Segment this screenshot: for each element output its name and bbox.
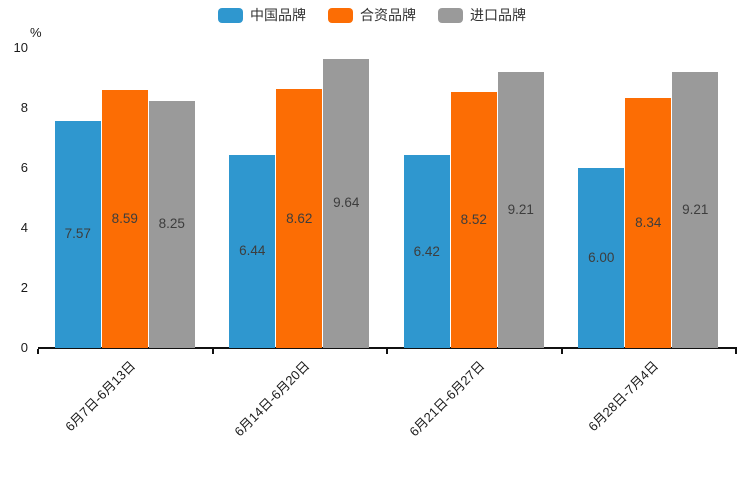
x-axis-line <box>38 347 737 349</box>
y-axis-label: 8 <box>20 100 28 115</box>
legend-label: 合资品牌 <box>360 7 416 23</box>
bar-value-label: 6.00 <box>588 250 615 265</box>
bar-series0-cat1[interactable] <box>229 154 276 348</box>
bar-value-label: 8.52 <box>460 212 487 228</box>
x-axis-label: 6月7日-6月13日 <box>61 358 138 435</box>
y-axis-label: 10 <box>13 40 28 55</box>
bar-value-label: 6.42 <box>413 243 440 259</box>
legend-label: 中国品牌 <box>250 7 306 23</box>
bar-series2-cat3[interactable] <box>672 71 719 348</box>
bar-series1-cat3[interactable] <box>625 97 672 348</box>
legend-item-2[interactable]: 进口品牌 <box>438 7 526 23</box>
bar-value-label: 7.57 <box>64 226 91 242</box>
bar-series1-cat1[interactable] <box>276 89 323 348</box>
bar-series1-cat2[interactable] <box>450 92 497 348</box>
bar-series0-cat0[interactable] <box>54 120 101 348</box>
bar-series2-cat1[interactable] <box>323 58 370 348</box>
bar-series2-cat2[interactable] <box>497 71 544 348</box>
chart-legend: 中国品牌 合资品牌 进口品牌 <box>0 7 744 23</box>
y-axis-label: 0 <box>20 340 28 355</box>
bar-value-label: 6.44 <box>239 243 266 259</box>
y-axis-label: 4 <box>20 220 28 235</box>
x-axis-tick <box>386 349 388 354</box>
bar-value-label: 8.25 <box>158 216 185 232</box>
bar-value-label: 8.59 <box>111 211 138 227</box>
x-axis-tick <box>735 349 737 354</box>
legend-swatch-icon <box>218 7 243 23</box>
bar-series1-cat0[interactable] <box>101 90 148 348</box>
legend-swatch-icon <box>328 7 353 23</box>
legend-label: 进口品牌 <box>470 7 526 23</box>
y-axis-label: 6 <box>20 160 28 175</box>
bar-value-label: 9.21 <box>682 201 709 217</box>
bar-series0-cat3[interactable] <box>578 168 625 348</box>
x-axis-label: 6月28日-7月4日 <box>585 358 662 435</box>
bar-value-label: 8.34 <box>635 214 662 230</box>
legend-item-1[interactable]: 合资品牌 <box>328 7 416 23</box>
x-axis-label: 6月21日-6月27日 <box>405 358 487 440</box>
bar-value-label: 9.64 <box>333 195 360 211</box>
legend-item-0[interactable]: 中国品牌 <box>218 7 306 23</box>
bar-value-label: 9.21 <box>507 201 534 217</box>
x-axis-tick <box>37 349 39 354</box>
x-axis-tick <box>211 349 214 354</box>
bar-series2-cat0[interactable] <box>148 100 195 348</box>
y-axis-label: 2 <box>20 280 28 295</box>
x-axis-tick <box>560 349 563 354</box>
bar-series0-cat2[interactable] <box>403 155 450 348</box>
bar-value-label: 8.62 <box>286 210 313 226</box>
legend-swatch-icon <box>438 7 463 23</box>
y-axis-unit-label: % <box>30 25 42 40</box>
x-axis-label: 6月14日-6月20日 <box>231 358 313 440</box>
